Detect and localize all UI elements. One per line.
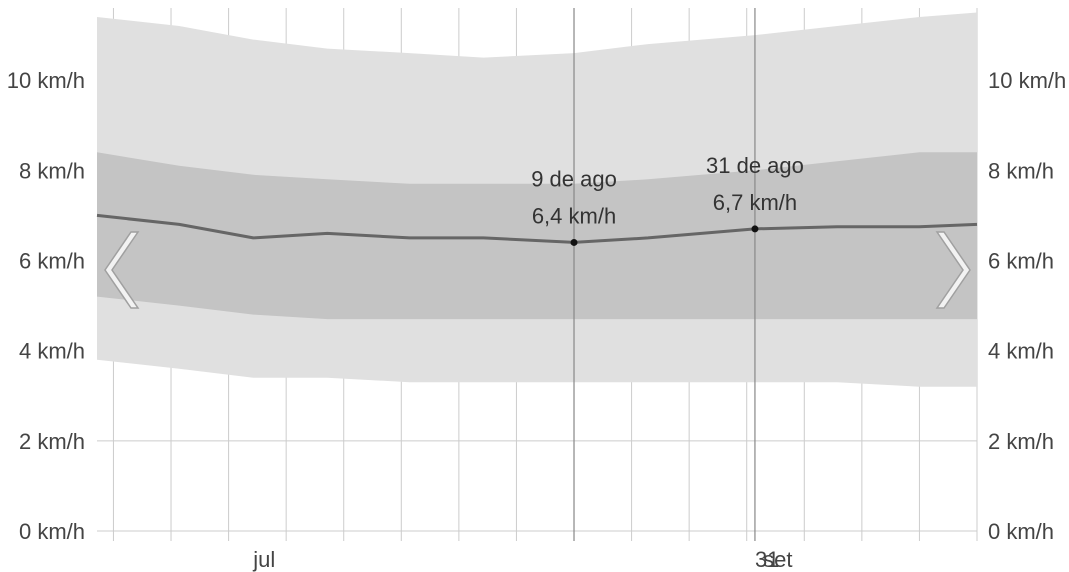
y-tick-label-left: 8 km/h [19, 158, 85, 183]
tick-layer: 0 km/h 0 km/h 2 km/h 2 km/h 4 km/h 4 km/h 6 km… [7, 68, 1067, 572]
line-layer [96, 213, 978, 244]
y-tick-label-left: 6 km/h [19, 248, 85, 273]
band-p25-p75 [97, 152, 977, 320]
y-tick-label-left: 10 km/h [7, 68, 85, 93]
annotation-value-label: 6,4 km/h [532, 203, 616, 228]
band-layer [97, 12, 977, 387]
y-tick-label-right: 2 km/h [988, 429, 1054, 454]
median-line [96, 213, 978, 244]
annotation-point [751, 225, 759, 233]
y-tick-label-right: 4 km/h [988, 339, 1054, 364]
chevron-left-icon [104, 231, 140, 309]
annotation-date-label: 31 de ago [706, 153, 804, 178]
annotation-date-label: 9 de ago [531, 166, 617, 191]
y-tick-label-right: 10 km/h [988, 68, 1066, 93]
y-tick-label-left: 4 km/h [19, 339, 85, 364]
y-tick-label-right: 8 km/h [988, 158, 1054, 183]
y-tick-label-left: 2 km/h [19, 429, 85, 454]
y-tick-label-right: 6 km/h [988, 248, 1054, 273]
chevron-right-icon [935, 231, 971, 309]
x-tick-label: set [763, 547, 792, 572]
x-tick-label: 31 [755, 547, 779, 572]
y-tick-label-right: 0 km/h [988, 519, 1054, 544]
x-tick-label: jul [252, 547, 275, 572]
y-tick-label-left: 0 km/h [19, 519, 85, 544]
annotation-value-label: 6,7 km/h [713, 190, 797, 215]
nav-layer [104, 231, 971, 309]
annotation-point [570, 238, 578, 246]
annotation-layer: 9 de ago 6,4 km/h 31 de ago 6,7 km/h [531, 8, 804, 541]
